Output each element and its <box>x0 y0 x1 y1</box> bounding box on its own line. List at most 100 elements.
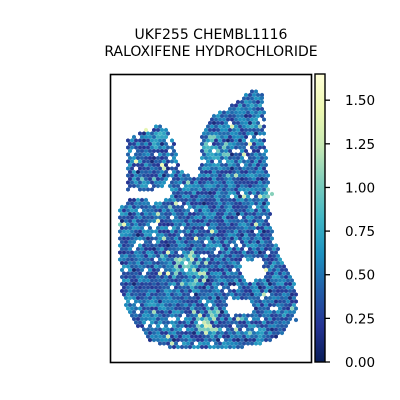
tissue-spot <box>208 211 212 217</box>
tissue-spot <box>148 204 152 210</box>
tissue-spot <box>258 159 262 164</box>
tissue-spot <box>188 246 192 252</box>
tissue-spot <box>216 155 220 161</box>
tissue-spot <box>222 257 226 262</box>
tissue-spot <box>210 243 214 248</box>
tissue-spot <box>232 253 236 259</box>
tissue-spot <box>236 344 240 350</box>
tissue-spot <box>120 246 124 252</box>
tissue-spot <box>204 323 208 329</box>
tissue-spot <box>164 134 168 140</box>
tissue-spot <box>228 253 232 259</box>
tissue-spot <box>158 229 162 234</box>
tissue-spot <box>250 236 254 241</box>
tissue-spot <box>202 257 206 262</box>
tissue-spot <box>172 155 176 161</box>
tissue-spot <box>246 320 250 325</box>
tissue-spot <box>254 194 258 199</box>
tissue-spot <box>184 337 188 343</box>
tissue-spot <box>278 292 282 297</box>
tissue-spot <box>172 246 176 252</box>
tissue-spot <box>220 197 224 203</box>
tissue-spot <box>216 337 220 343</box>
tissue-spot <box>174 250 178 255</box>
tissue-spot <box>130 243 134 248</box>
tissue-spot <box>142 166 146 171</box>
tissue-spot <box>214 327 218 332</box>
tissue-spot <box>226 243 230 248</box>
tissue-spot <box>174 278 178 283</box>
tissue-spot <box>220 190 224 196</box>
tissue-spot <box>210 159 214 164</box>
tissue-spot <box>256 176 260 182</box>
tissue-spot <box>256 218 260 224</box>
tissue-spot <box>130 313 134 318</box>
tissue-spot <box>238 334 242 339</box>
tissue-spot <box>212 190 216 196</box>
tissue-spot <box>194 313 198 318</box>
tissue-spot <box>146 278 150 283</box>
tissue-spot <box>260 218 264 224</box>
tissue-spot <box>270 292 274 297</box>
tissue-spot <box>202 187 206 192</box>
tissue-spot <box>202 215 206 220</box>
tissue-spot <box>148 267 152 273</box>
tissue-spot <box>138 152 142 157</box>
tissue-spot <box>222 285 226 290</box>
tissue-spot <box>264 218 268 224</box>
tissue-spot <box>176 211 180 217</box>
tissue-spot <box>262 124 266 129</box>
tissue-spot <box>274 250 278 255</box>
tissue-spot <box>142 264 146 269</box>
tissue-spot <box>204 127 208 133</box>
tissue-spot <box>270 191 274 197</box>
tissue-spot <box>272 323 276 329</box>
tissue-spot <box>162 327 166 332</box>
tissue-spot <box>214 131 218 136</box>
tissue-spot <box>158 285 162 290</box>
tissue-spot <box>274 299 278 304</box>
tissue-spot <box>240 330 244 336</box>
tissue-spot <box>254 117 258 122</box>
tissue-spot <box>126 208 130 213</box>
tissue-spot <box>232 113 236 119</box>
tissue-spot <box>174 194 178 199</box>
tissue-spot <box>274 334 278 339</box>
tissue-spot <box>206 236 210 241</box>
tissue-spot <box>234 334 238 339</box>
tissue-spot <box>140 316 144 322</box>
tissue-spot <box>202 236 206 241</box>
tissue-spot <box>150 131 154 136</box>
tissue-spot <box>162 313 166 318</box>
tissue-spot <box>222 187 226 192</box>
tissue-spot <box>188 225 192 231</box>
tissue-spot <box>280 330 284 336</box>
tissue-spot <box>128 281 132 287</box>
tissue-spot <box>198 201 202 206</box>
tissue-spot <box>218 271 222 276</box>
tissue-spot <box>262 292 266 297</box>
tissue-spot <box>174 187 178 192</box>
tissue-spot <box>204 260 208 266</box>
tissue-spot <box>182 173 186 178</box>
tissue-spot <box>258 194 262 199</box>
tissue-spot <box>214 187 218 192</box>
tissue-spot <box>216 309 220 315</box>
tissue-spot <box>274 327 278 332</box>
tissue-spot <box>282 278 286 283</box>
tissue-spot <box>206 320 210 325</box>
tissue-spot <box>196 183 200 189</box>
tissue-spot <box>172 204 176 210</box>
tissue-spot <box>202 250 206 255</box>
tissue-spot <box>142 257 146 262</box>
tissue-spot <box>150 271 154 276</box>
tissue-spot <box>162 299 166 304</box>
tissue-spot <box>252 155 256 161</box>
tissue-spot <box>254 187 258 192</box>
tissue-spot <box>146 187 150 192</box>
tissue-spot <box>120 204 124 210</box>
tissue-spot <box>142 243 146 248</box>
tissue-spot <box>234 124 238 129</box>
tissue-spot <box>238 166 242 171</box>
tissue-spot <box>160 309 164 315</box>
